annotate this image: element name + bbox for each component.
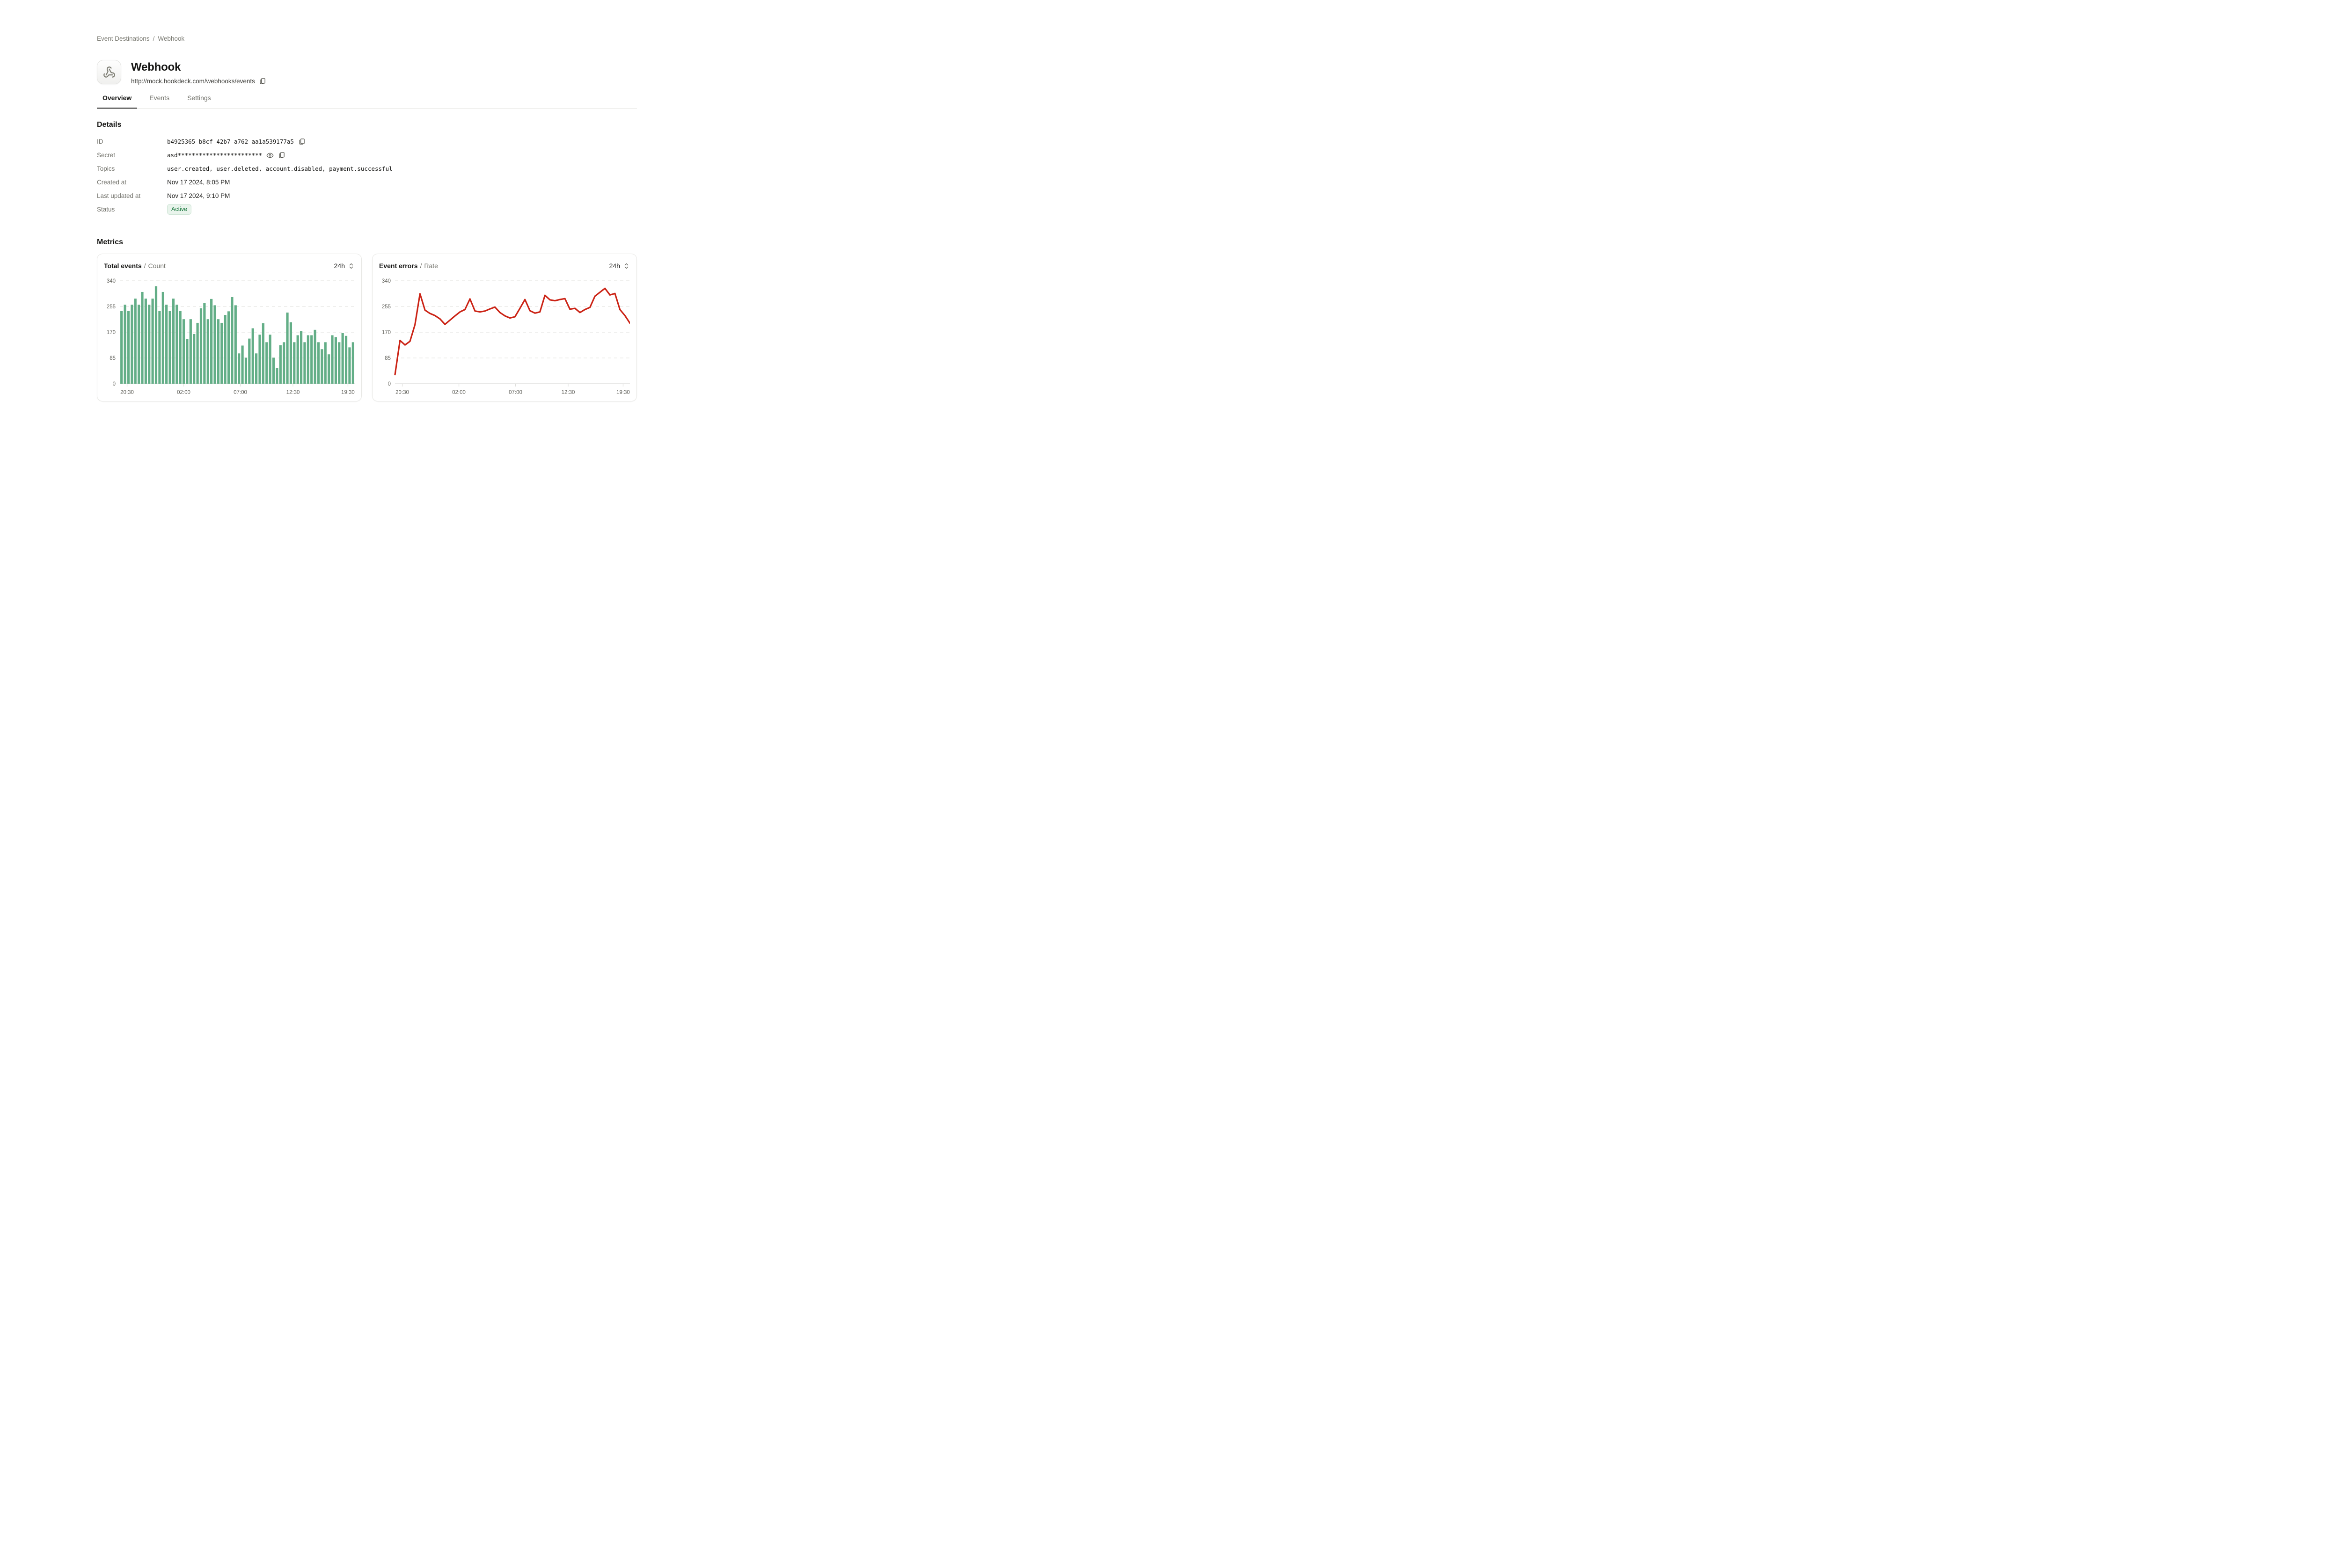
svg-text:19:30: 19:30 [341,390,355,395]
detail-label: Status [97,206,115,213]
total-events-card: Total events / Count 24h 0 85 170 255 340 20:… [97,254,362,401]
topics-value: user.created, user.deleted, account.disa… [167,165,393,172]
svg-text:85: 85 [385,356,391,361]
detail-row-status: Status Active [97,203,637,216]
svg-text:255: 255 [107,304,116,310]
details-list: ID b4925365-b8cf-42b7-a762-aa1a539177a5 … [97,135,637,216]
svg-text:170: 170 [107,330,116,335]
details-heading: Details [97,121,122,129]
event-errors-card: Event errors / Rate 24h 0 85 170 255 340 20:3… [372,254,637,401]
detail-label: Secret [97,152,116,159]
page: Event Destinations / Webhook Webhook htt… [0,0,730,401]
copy-icon [298,138,305,145]
breadcrumb-webhook: Webhook [158,35,185,42]
reveal-secret-button[interactable] [266,152,274,159]
copy-icon [259,78,266,85]
detail-label: ID [97,138,103,145]
destination-url: http://mock.hookdeck.com/webhooks/events [131,78,255,85]
tab-events[interactable]: Events [149,94,170,102]
chevrons-up-down-icon [348,263,355,270]
copy-url-button[interactable] [259,78,266,85]
chart-subtitle: Rate [424,262,438,270]
chevrons-up-down-icon [623,263,630,270]
breadcrumb: Event Destinations / Webhook [97,35,637,42]
webhook-icon [103,66,116,79]
svg-text:340: 340 [107,278,116,284]
copy-id-button[interactable] [298,138,305,145]
detail-row-secret: Secret asd************************ [97,148,637,162]
svg-text:07:00: 07:00 [234,390,247,395]
id-value: b4925365-b8cf-42b7-a762-aa1a539177a5 [167,138,294,145]
svg-text:02:00: 02:00 [452,390,466,395]
detail-row-id: ID b4925365-b8cf-42b7-a762-aa1a539177a5 [97,135,637,148]
time-range-selector[interactable]: 24h [609,262,630,270]
svg-text:20:30: 20:30 [395,390,409,395]
svg-text:12:30: 12:30 [562,390,575,395]
svg-text:340: 340 [382,278,391,284]
svg-text:19:30: 19:30 [616,390,630,395]
detail-label: Created at [97,179,127,186]
chart-subtitle-sep: / [144,262,146,270]
time-range-value: 24h [609,262,620,270]
tab-overview[interactable]: Overview [97,93,138,109]
chart-title: Total events [104,262,142,270]
time-range-value: 24h [334,262,345,270]
tab-settings[interactable]: Settings [187,94,211,102]
svg-text:20:30: 20:30 [120,390,134,395]
page-title: Webhook [131,61,181,73]
last-updated-value: Nov 17 2024, 9:10 PM [167,192,230,199]
event-errors-line-chart: 0 85 170 255 340 20:30 02:00 07:00 12:30 19:30 [382,278,631,395]
svg-text:0: 0 [388,381,391,387]
detail-label: Topics [97,165,115,172]
metrics-heading: Metrics [97,238,124,246]
header-text: Webhook http://mock.hookdeck.com/webhook… [131,60,266,85]
tab-bar: Overview Events Settings [97,93,637,109]
svg-text:170: 170 [382,330,391,335]
copy-secret-button[interactable] [278,152,285,159]
svg-text:255: 255 [382,304,391,310]
detail-row-created-at: Created at Nov 17 2024, 8:05 PM [97,175,637,189]
time-range-selector[interactable]: 24h [334,262,355,270]
detail-row-last-updated: Last updated at Nov 17 2024, 9:10 PM [97,189,637,203]
breadcrumb-separator: / [153,35,155,42]
svg-text:85: 85 [110,356,116,361]
total-events-bar-chart: 0 85 170 255 340 20:30 02:00 07:00 12:30 19:30 [107,278,355,395]
copy-icon [278,152,285,159]
webhook-icon-tile [97,60,121,84]
svg-text:12:30: 12:30 [286,390,300,395]
created-at-value: Nov 17 2024, 8:05 PM [167,179,230,186]
detail-label: Last updated at [97,192,141,199]
metrics-cards: Total events / Count 24h 0 85 170 255 340 20:… [97,254,637,401]
chart-title: Event errors [379,262,418,270]
chart-subtitle-sep: / [420,262,422,270]
page-header: Webhook http://mock.hookdeck.com/webhook… [97,60,637,85]
status-badge: Active [167,204,192,215]
breadcrumb-event-destinations[interactable]: Event Destinations [97,35,150,42]
eye-icon [266,152,274,159]
svg-text:07:00: 07:00 [509,390,522,395]
detail-row-topics: Topics user.created, user.deleted, accou… [97,162,637,175]
svg-text:02:00: 02:00 [177,390,190,395]
chart-subtitle: Count [148,262,166,270]
svg-text:0: 0 [113,381,116,387]
secret-value: asd************************ [167,152,263,159]
